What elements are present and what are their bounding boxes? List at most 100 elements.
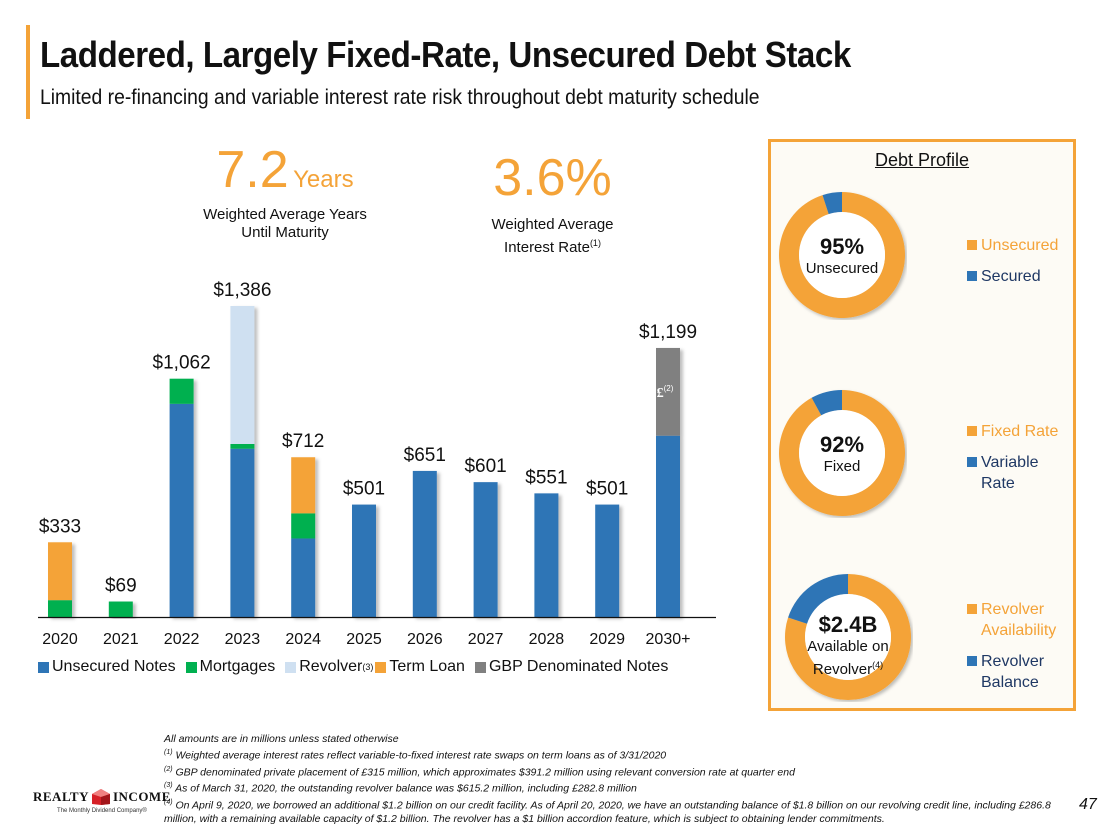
bar-stack-2030+: [656, 347, 680, 617]
footnotes: All amounts are in millions unless state…: [164, 732, 1064, 826]
donut-revolver-center: $2.4B Available on Revolver(4): [783, 612, 913, 679]
kpi-rate-label-2: Interest Rate: [504, 239, 590, 256]
legend-swatch: [375, 661, 387, 673]
kpi-years-to-maturity: 7.2 Years Weighted Average Years Until M…: [180, 142, 390, 242]
footnote-intro: All amounts are in millions unless state…: [164, 733, 399, 745]
x-tick-label: 2024: [285, 631, 321, 648]
page-subtitle: Limited re-financing and variable intere…: [40, 86, 760, 109]
legend-revolver-balance: Revolver Balance: [967, 651, 1056, 693]
legend-revolver: Revolver (3): [285, 658, 373, 676]
bar-total-label: $501: [343, 479, 385, 500]
donut-hole: [805, 594, 891, 680]
bar-stack-2020: [48, 542, 72, 617]
donut-unsecured-value: 95%: [819, 234, 865, 259]
bar-mortgages-2020: [48, 600, 72, 617]
donut-unsecured-legend: Unsecured Secured: [967, 235, 1058, 297]
bar-stack-2024: [291, 457, 316, 617]
kpi-years-value: 7.2: [216, 141, 289, 199]
house-icon: [91, 789, 110, 805]
legend-revolver-availability: Revolver Availability: [967, 599, 1056, 641]
debt-profile-title: Debt Profile: [874, 150, 970, 170]
page-number: 47: [1079, 796, 1097, 813]
kpi-interest-rate: 3.6% Weighted Average Interest Rate(1): [465, 150, 640, 257]
donut-revolver-value: $2.4B: [818, 612, 878, 637]
legend-swatch: [474, 661, 486, 673]
bar-unsecured-notes-2023: [230, 448, 255, 617]
donut-unsecured-caption: Unsecured: [805, 260, 879, 277]
legend-mortgages: Mortgages: [185, 658, 275, 676]
kpi-years-label-2: Until Maturity: [241, 224, 329, 241]
donut-unsecured-center: 95% Unsecured: [777, 234, 907, 278]
bar-mortgages-2021: [108, 601, 133, 617]
legend-swatch: [38, 661, 49, 673]
bar-mortgages-2023: [230, 443, 255, 449]
bar-stack-2023: [230, 306, 255, 617]
donut-hole: [799, 410, 885, 496]
bar-unsecured-notes-2027: [473, 482, 498, 617]
bar-unsecured-notes-2028: [534, 493, 559, 617]
legend-swatch: [285, 661, 297, 673]
x-tick-label: 2027: [468, 631, 504, 648]
company-logo: REALTY INCOME The Monthly Dividend Compa…: [33, 788, 171, 814]
legend-unsecured: Unsecured: [967, 235, 1058, 256]
bar-term-loan-2024: [291, 457, 316, 514]
bar-unsecured-notes-2022: [169, 403, 194, 617]
legend-term-loan: Term Loan: [375, 658, 465, 676]
footnote-4: (4) On April 9, 2020, we borrowed an add…: [164, 798, 1051, 826]
x-tick-label: 2021: [103, 631, 139, 648]
donut-slice-revolver-availability: [785, 574, 911, 700]
logo-text-right: INCOME: [112, 789, 171, 804]
bar-total-label: $601: [464, 456, 506, 477]
x-tick-label: 2029: [589, 631, 625, 648]
footnote-2: (2) GBP denominated private placement of…: [164, 765, 795, 779]
bar-stack-2029: [595, 504, 620, 617]
x-tick-label: 2022: [164, 631, 200, 648]
x-tick-label: 2023: [225, 631, 261, 648]
title-accent-bar: [26, 25, 30, 119]
bar-unsecured-notes-2030+: [656, 435, 680, 617]
x-tick-label: 2025: [346, 631, 382, 648]
bar-stack-2022: [169, 378, 194, 617]
chart-legend: Unsecured Notes Mortgages Revolver (3) Te…: [38, 658, 678, 676]
legend-fixed-rate: Fixed Rate: [967, 421, 1058, 442]
bar-total-label: $651: [404, 445, 446, 466]
donut-fixed: [779, 390, 905, 516]
bar-mortgages-2024: [291, 513, 316, 539]
kpi-rate-value: 3.6%: [493, 149, 612, 207]
legend-swatch: [185, 661, 197, 673]
donut-slice-unsecured: [779, 192, 905, 318]
donut-revolver-caption-1: Available on: [807, 638, 889, 655]
logo-tagline: The Monthly Dividend Company®: [57, 808, 147, 814]
bar-total-label: $1,199: [639, 322, 697, 343]
donut-fixed-value: 92%: [819, 432, 865, 457]
donut-revolver: [785, 574, 911, 700]
x-tick-label: 2020: [42, 631, 78, 648]
donut-slice-revolver-balance: [788, 574, 848, 624]
bar-total-label: $551: [525, 467, 567, 488]
donut-slice-fixed-rate: [779, 390, 905, 516]
bar-total-label: $69: [105, 576, 137, 597]
bar-gbp-denominated-notes-2030+: [656, 347, 680, 436]
kpi-years-label-1: Weighted Average Years: [203, 206, 367, 223]
donut-revolver-caption-2: Revolver: [812, 661, 873, 678]
footnote-1: (1) Weighted average interest rates refl…: [164, 749, 667, 762]
bar-mortgages-2022: [169, 378, 194, 404]
bar-total-label: $1,062: [153, 353, 211, 374]
donut-unsecured: [779, 192, 905, 318]
kpi-rate-label-1: Weighted Average: [491, 216, 614, 233]
debt-maturity-chart: $333 2020 $69 2021 $1,062 2022 $1,386 2023 $712 2…: [38, 280, 716, 648]
donut-hole: [799, 212, 885, 298]
legend-gbp-notes: GBP Denominated Notes: [474, 658, 668, 676]
page-title: Laddered, Largely Fixed-Rate, Unsecured …: [40, 34, 851, 75]
legend-unsecured-notes: Unsecured Notes: [38, 658, 176, 676]
bar-unsecured-notes-2029: [595, 504, 620, 617]
legend-variable-rate: Variable Rate: [967, 452, 1058, 494]
bar-unsecured-notes-2024: [291, 538, 316, 617]
bar-total-label: $712: [282, 431, 324, 452]
bar-unsecured-notes-2025: [352, 504, 376, 617]
bar-term-loan-2020: [48, 542, 72, 601]
donut-slice-variable-rate: [811, 390, 842, 416]
bar-total-label: $501: [586, 479, 628, 500]
footnote-3: (3) As of March 31, 2020, the outstandin…: [164, 782, 637, 795]
x-tick-label: 2028: [529, 631, 565, 648]
